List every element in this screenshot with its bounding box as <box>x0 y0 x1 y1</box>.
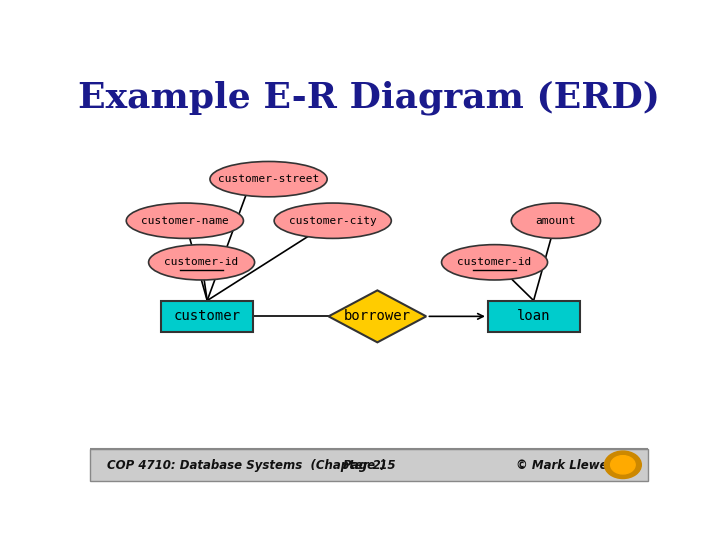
Text: customer-street: customer-street <box>218 174 319 184</box>
Text: customer-name: customer-name <box>141 215 229 226</box>
Text: borrower: borrower <box>344 309 411 323</box>
FancyBboxPatch shape <box>90 449 648 481</box>
Circle shape <box>605 451 642 478</box>
Polygon shape <box>328 291 426 342</box>
Text: customer-id: customer-id <box>164 257 239 267</box>
Text: Page 15: Page 15 <box>343 458 395 471</box>
FancyBboxPatch shape <box>487 301 580 332</box>
Ellipse shape <box>274 203 392 238</box>
Ellipse shape <box>441 245 548 280</box>
Text: customer-city: customer-city <box>289 215 377 226</box>
FancyBboxPatch shape <box>161 301 253 332</box>
Ellipse shape <box>210 161 327 197</box>
Text: loan: loan <box>517 309 550 323</box>
Text: customer-id: customer-id <box>457 257 531 267</box>
Ellipse shape <box>148 245 255 280</box>
Text: customer: customer <box>174 309 240 323</box>
Ellipse shape <box>511 203 600 238</box>
Circle shape <box>611 456 635 474</box>
Ellipse shape <box>126 203 243 238</box>
Text: amount: amount <box>536 215 576 226</box>
Text: COP 4710: Database Systems  (Chapter 2): COP 4710: Database Systems (Chapter 2) <box>107 458 386 471</box>
Text: Example E-R Diagram (ERD): Example E-R Diagram (ERD) <box>78 81 660 116</box>
Text: © Mark Llewellyn: © Mark Llewellyn <box>516 458 631 471</box>
